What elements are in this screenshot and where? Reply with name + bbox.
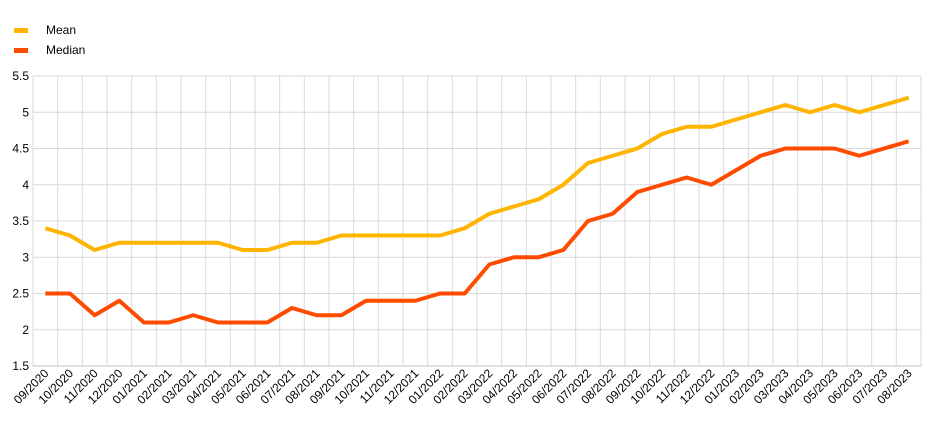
y-tick-label: 1.5 bbox=[12, 359, 29, 373]
y-tick-label: 5.5 bbox=[12, 69, 29, 83]
y-tick-label: 2.5 bbox=[12, 287, 29, 301]
legend-label-mean: Mean bbox=[46, 23, 77, 37]
legend-item-median: Median bbox=[14, 40, 85, 60]
series-line-mean bbox=[44, 95, 910, 252]
legend-swatch-median bbox=[14, 47, 28, 53]
legend-label-median: Median bbox=[46, 43, 86, 57]
y-tick-label: 4 bbox=[22, 178, 29, 192]
y-tick-label: 5 bbox=[22, 105, 29, 119]
legend-item-mean: Mean bbox=[14, 20, 85, 40]
y-tick-label: 3.5 bbox=[12, 214, 29, 228]
legend: Mean Median bbox=[14, 20, 85, 60]
y-tick-label: 4.5 bbox=[12, 142, 29, 156]
series-line-median bbox=[45, 139, 910, 325]
gridlines bbox=[32, 75, 922, 367]
y-tick-label: 3 bbox=[22, 250, 29, 264]
legend-swatch-mean bbox=[14, 27, 28, 33]
y-tick-label: 2 bbox=[22, 323, 29, 337]
